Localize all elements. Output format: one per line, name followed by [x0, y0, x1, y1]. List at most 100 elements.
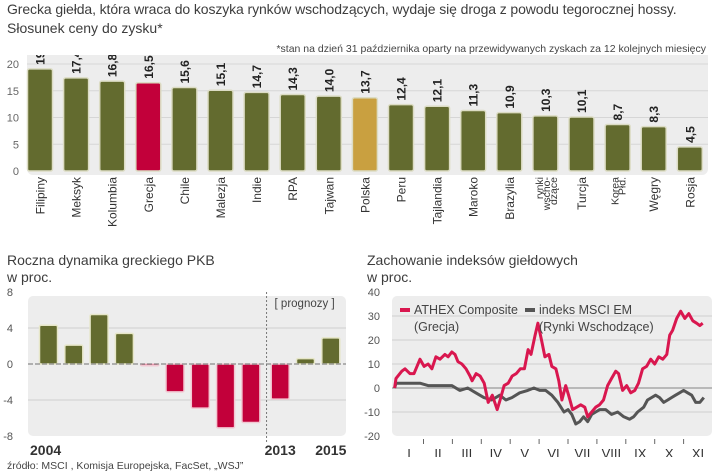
x-tick-label: Rosja [683, 177, 697, 208]
x-tick-label: IX [634, 446, 647, 457]
bar-value-label: 8,7 [611, 103, 625, 120]
footnote: *stan na dzień 31 października oparty na… [276, 43, 706, 55]
bar-value-label: 19,1 [34, 55, 48, 65]
x-tick-label-line: Turcja [575, 177, 589, 210]
bar [165, 363, 185, 393]
x-tick-label: Peru [395, 177, 409, 202]
x-tick-label-line: Tajlandia [431, 177, 445, 225]
bar [532, 115, 559, 172]
page-title: Grecka giełda, która wraca do koszyka ry… [7, 1, 677, 17]
x-tick-label: Brazylia [503, 177, 517, 220]
x-tick-label: Filipiny [34, 177, 48, 214]
x-tick-label: III [461, 446, 472, 457]
bar [295, 357, 316, 365]
msci-line [393, 381, 705, 426]
y-tick-label: 0 [13, 166, 19, 178]
x-tick-label: X [665, 446, 674, 457]
x-tick-label-line: Peru [395, 177, 409, 202]
y-tick-label: 10 [7, 113, 19, 125]
bar-value-label: 16,8 [106, 55, 120, 77]
y-tick-label: 15 [7, 86, 19, 98]
bar [89, 313, 109, 365]
bar-value-label: 15,6 [178, 60, 192, 84]
bar-value-label: 4,5 [683, 126, 697, 143]
x-tick-label: RPA [286, 177, 300, 201]
bar [98, 80, 126, 172]
bar-value-label: 14,7 [250, 65, 264, 89]
bar-value-label: 10,1 [575, 89, 589, 113]
bar-value-label: 12,1 [431, 79, 445, 103]
bar-value-label: 12,4 [395, 77, 409, 101]
bar [321, 337, 341, 365]
bar [26, 68, 54, 172]
y-tick-label: 8 [7, 287, 13, 299]
bar [351, 96, 379, 172]
bar [215, 363, 236, 429]
x-tick-label-line: Polska [358, 177, 372, 213]
bar [315, 95, 343, 172]
x-tick-label: Węgry [647, 177, 661, 212]
x-tick-label-line: Korea [610, 177, 622, 205]
bar [135, 81, 162, 172]
x-tick-label: XI [692, 446, 704, 457]
bar-value-label: 13,7 [358, 70, 372, 94]
bar [62, 77, 90, 172]
source-note: źródło: MSCI , Komisja Europejska, FacSe… [7, 460, 244, 472]
x-tick-label: 2015 [315, 442, 346, 457]
x-tick-label-line: RPA [286, 177, 300, 201]
y-tick-label: 20 [368, 335, 380, 347]
legend-label-sub: (Rynki Wschodzące) [539, 320, 654, 334]
bar [676, 146, 704, 172]
x-tick-label: Indie [250, 177, 264, 203]
y-tick-label: -8 [3, 431, 13, 443]
x-tick-label: Kolumbia [106, 177, 120, 227]
bar [640, 125, 667, 172]
bar [459, 109, 487, 172]
x-tick-label-line: Meksyk [70, 176, 84, 218]
x-tick-label: VII [574, 446, 590, 457]
pe-ratio-chart: 0 5 10 15 20 19,1 Filipiny 17,4 Meksyk 16,8 Kolumb… [7, 55, 708, 227]
x-tick-label: Grecja [142, 177, 156, 213]
y-tick-label: 4 [7, 323, 13, 335]
bar [387, 103, 415, 172]
x-tick-label: V [520, 446, 529, 457]
x-tick-label: Tajwan [322, 177, 336, 214]
y-tick-label: 40 [368, 287, 380, 299]
bar [207, 89, 234, 172]
y-tick-label: -20 [364, 431, 380, 443]
bar-value-label: 14,3 [286, 67, 300, 91]
x-tick-label-line: Grecja [142, 177, 156, 213]
x-tick-label-line: Węgry [647, 177, 661, 212]
x-tick-label-line: Rosja [683, 177, 697, 208]
legend-label-sub: (Grecja) [414, 320, 459, 334]
bar [423, 105, 451, 172]
bar [38, 324, 59, 365]
bar [604, 123, 631, 172]
x-tick-label: I [407, 446, 411, 457]
x-tick-label-line: dzące [548, 177, 560, 205]
x-tick-label-line: Indie [250, 177, 264, 203]
x-tick-label: Maroko [467, 177, 481, 217]
bar [64, 344, 84, 365]
bar [496, 111, 523, 172]
x-tick-label-line: wscho- [541, 177, 553, 212]
x-tick-label-line: Płd. [617, 177, 629, 195]
x-tick-label-line: Brazylia [503, 177, 517, 220]
legend-label: indeks MSCI EM [539, 303, 632, 317]
y-tick-label: 30 [368, 311, 380, 323]
x-tick-label: VI [547, 446, 559, 457]
gdp-chart-unit: w proc. [7, 269, 53, 285]
gdp-growth-chart: -8 -4 0 4 8 [ prognozy ] 2004 2013 2015 [3, 287, 346, 457]
x-tick-label: Meksyk [70, 176, 84, 218]
bar [190, 363, 211, 409]
x-tick-label: II [434, 446, 441, 457]
forecast-label: [ prognozy ] [275, 298, 335, 310]
plot-background [28, 296, 346, 436]
y-tick-label: 5 [13, 139, 19, 151]
x-tick-label: Malezja [214, 177, 228, 219]
bar-value-label: 16,5 [142, 55, 156, 79]
x-tick-label: Turcja [575, 177, 589, 210]
x-tick-label-line: Tajwan [322, 177, 336, 214]
x-tick-label: Tajlandia [431, 177, 445, 225]
